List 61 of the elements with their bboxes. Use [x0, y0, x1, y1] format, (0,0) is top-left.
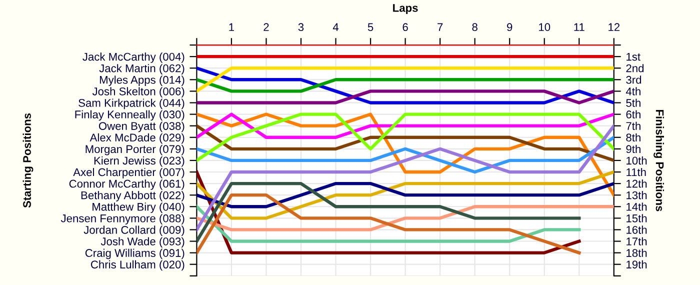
x-tick-label: 8 [472, 23, 478, 32]
x-tick-label: 6 [402, 23, 408, 32]
y2-tick-label: 12th [626, 180, 647, 188]
y2-tick-label: 13th [626, 191, 647, 200]
x-tick-label: 2 [264, 23, 269, 31]
x-tick-label: 12 [608, 23, 620, 31]
category-label: Owen Byatt (038) [98, 122, 184, 132]
y2-axis-title: Finishing Positions [654, 110, 664, 212]
category-label: Jack McCarthy (004) [82, 52, 184, 63]
category-label: Axel Charpentier (007) [73, 168, 184, 178]
y2-tick-label: 5th [626, 98, 640, 107]
category-label: Josh Skelton (006) [92, 87, 184, 98]
x-tick-label: 1 [229, 23, 234, 31]
y2-tick-label: 4th [626, 87, 640, 96]
y2-tick-label: 14th [626, 202, 647, 211]
x-tick-label: 9 [507, 23, 512, 32]
category-label: Sam Kirkpatrick (044) [78, 98, 184, 110]
category-label: Jack Martin (062) [99, 64, 184, 74]
y2-tick-label: 7th [626, 122, 640, 130]
y2-tick-label: 18th [626, 248, 647, 257]
category-label: Chris Lulham (020) [90, 260, 184, 271]
category-label: Jensen Fennymore (088) [60, 214, 184, 224]
category-label: Craig Williams (091) [85, 248, 184, 260]
y2-tick-label: 15th [626, 214, 647, 222]
y2-tick-label: 19th [626, 260, 647, 268]
y2-tick-label: 11th [626, 168, 646, 176]
category-label: Morgan Porter (079) [86, 144, 184, 156]
line-series [196, 66, 614, 104]
y2-tick-label: 1st [626, 52, 640, 61]
x-tick-label: 3 [298, 23, 304, 32]
y2-tick-label: 16th [626, 226, 647, 234]
y2-tick-label: 2nd [626, 64, 644, 72]
line-series [196, 124, 614, 162]
x-axis-title: Laps [393, 4, 418, 14]
x-tick-label: 5 [368, 23, 374, 32]
category-label: Josh Wade (093) [100, 237, 184, 248]
line-series [196, 136, 614, 174]
y2-tick-label: 6th [626, 110, 640, 118]
category-label: Finlay Kenneally (030) [75, 110, 184, 121]
y2-tick-label: 10th [626, 156, 647, 165]
x-tick-label: 4 [332, 23, 339, 31]
category-label: Jordan Collard (009) [84, 226, 184, 236]
category-label: Matthew Biry (040) [92, 202, 184, 213]
category-label: Myles Apps (014) [100, 76, 184, 86]
y2-tick-label: 3rd [626, 76, 642, 84]
x-tick-label: 7 [438, 23, 443, 31]
category-label: Bethany Abbott (022) [81, 191, 184, 202]
line-series [196, 170, 614, 220]
x-tick-label: 10 [539, 23, 550, 32]
x-tick-label: 11 [574, 23, 584, 31]
line-series [196, 124, 614, 232]
line-series [196, 193, 581, 254]
category-label: Kiern Jewiss (023) [94, 156, 184, 167]
text: Starting Positions [22, 113, 34, 208]
category-label: Connor McCarthy (061) [69, 180, 184, 190]
y2-tick-label: 17th [626, 237, 647, 246]
line-series [196, 112, 614, 162]
line-series [196, 182, 581, 243]
y2-tick-label: 9th [626, 144, 640, 154]
category-label: Alex McDade (029) [90, 133, 184, 144]
y2-tick-label: 8th [626, 133, 640, 142]
